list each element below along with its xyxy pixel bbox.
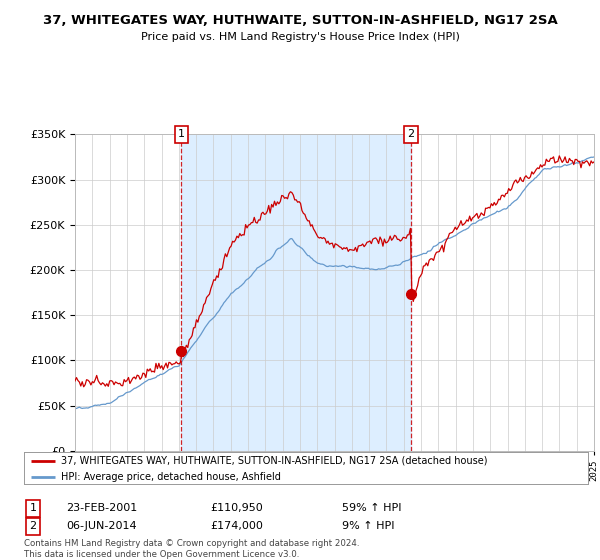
Text: 37, WHITEGATES WAY, HUTHWAITE, SUTTON-IN-ASHFIELD, NG17 2SA (detached house): 37, WHITEGATES WAY, HUTHWAITE, SUTTON-IN… [61, 456, 487, 466]
Bar [181, 134, 411, 451]
Text: 59% ↑ HPI: 59% ↑ HPI [342, 503, 401, 514]
Text: 2: 2 [29, 521, 37, 531]
Text: 9% ↑ HPI: 9% ↑ HPI [342, 521, 395, 531]
Text: 23-FEB-2001: 23-FEB-2001 [66, 503, 137, 514]
Text: £110,950: £110,950 [210, 503, 263, 514]
Text: 37, WHITEGATES WAY, HUTHWAITE, SUTTON-IN-ASHFIELD, NG17 2SA: 37, WHITEGATES WAY, HUTHWAITE, SUTTON-IN… [43, 14, 557, 27]
Text: Contains HM Land Registry data © Crown copyright and database right 2024.
This d: Contains HM Land Registry data © Crown c… [24, 539, 359, 559]
Text: 1: 1 [178, 129, 185, 139]
Text: 06-JUN-2014: 06-JUN-2014 [66, 521, 137, 531]
Text: Price paid vs. HM Land Registry's House Price Index (HPI): Price paid vs. HM Land Registry's House … [140, 32, 460, 43]
Text: 1: 1 [29, 503, 37, 514]
Text: £174,000: £174,000 [210, 521, 263, 531]
Text: HPI: Average price, detached house, Ashfield: HPI: Average price, detached house, Ashf… [61, 472, 281, 482]
Text: 2: 2 [407, 129, 415, 139]
